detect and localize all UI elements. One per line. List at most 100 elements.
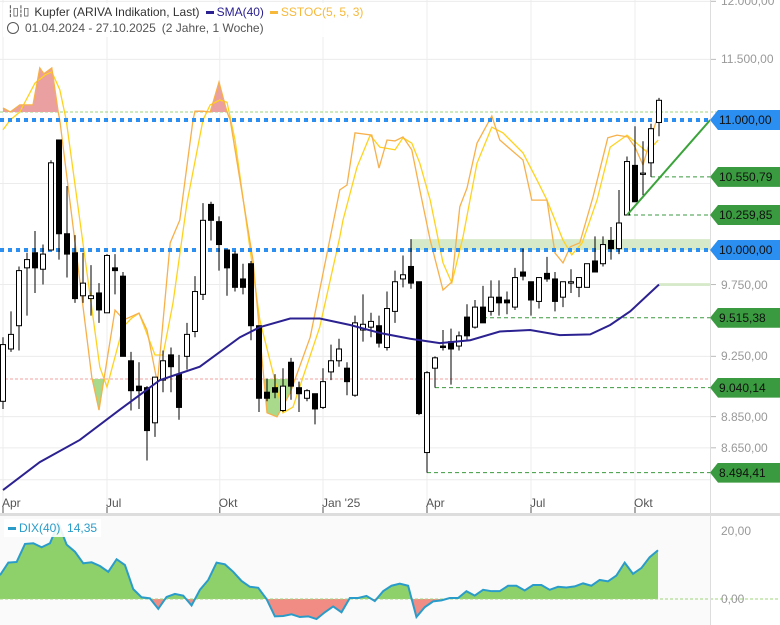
dix-value: 14,35 [67, 521, 98, 535]
candle-down [592, 260, 598, 273]
candle-up [432, 357, 438, 369]
trendline [626, 119, 711, 216]
y-tick-label: 12.000,00 [721, 0, 775, 9]
sma40 [2, 283, 660, 491]
price-tag[interactable]: 11.000,00 [710, 109, 780, 130]
candle-down [120, 275, 126, 357]
candle-down [504, 299, 510, 304]
candle-up [568, 281, 574, 284]
candle-up [368, 320, 374, 328]
candle-up [560, 281, 566, 298]
dix-line [0, 520, 659, 621]
candle-up [320, 381, 326, 408]
candle-down [416, 281, 422, 415]
candle-down [208, 203, 214, 221]
candle-up [616, 222, 622, 250]
y-tick-label: 8.850,00 [721, 409, 768, 424]
candle-down [56, 139, 62, 235]
candle-up [88, 295, 94, 300]
candle-up [400, 274, 406, 280]
candle-up [648, 128, 654, 164]
candle-down [440, 345, 446, 349]
dix-positive-fill [0, 523, 658, 599]
candle-up [24, 259, 30, 269]
candle-down [256, 325, 262, 399]
candle-down [224, 249, 230, 269]
candle-down [496, 296, 502, 304]
candles [0, 97, 662, 473]
sstoc-slow-line [2, 71, 659, 414]
candle-up [600, 244, 606, 265]
sstoc-indicator [2, 66, 659, 418]
candle-down [144, 387, 150, 432]
candle-up [384, 308, 390, 349]
candle-down [64, 233, 70, 255]
y-tick-label: 11.500,00 [721, 52, 774, 67]
candle-up [16, 270, 22, 327]
candle-down [480, 306, 486, 324]
candle-up [512, 277, 518, 308]
panel-separator[interactable] [0, 513, 780, 516]
candle-up [8, 333, 14, 350]
x-tick-label: Okt [218, 496, 238, 510]
x-tick-label: Apr [426, 496, 445, 510]
candle-down [168, 354, 174, 368]
x-tick-label: Apr [2, 496, 21, 510]
candle-down [528, 281, 534, 301]
dix-tick-label: 20,00 [721, 524, 752, 538]
legend-sstoc-label: SSTOC(5, 5, 3) [280, 5, 364, 19]
candle-down [72, 252, 78, 300]
candle-up [200, 219, 206, 295]
candle-down [632, 164, 638, 203]
legend-sma[interactable]: SMA(40) [205, 4, 264, 20]
price-tag[interactable]: 9.515,38 [710, 307, 780, 328]
candle-down [344, 367, 350, 383]
candle-down [296, 387, 302, 395]
candle-down [264, 391, 270, 399]
duration: (2 Jahre, 1 Woche) [161, 21, 264, 35]
trendline [626, 119, 711, 216]
candle-down [248, 263, 254, 327]
legend-sstoc[interactable]: SSTOC(5, 5, 3) [269, 4, 364, 20]
candle-down [136, 385, 142, 392]
price-tag[interactable]: 9.040,14 [710, 377, 780, 398]
support-zone [411, 239, 710, 250]
price-tag[interactable]: 8.494,41 [710, 462, 780, 483]
legend-sma-label: SMA(40) [216, 5, 264, 19]
support-zones [411, 239, 710, 286]
candle-up [328, 360, 334, 373]
candle-up [640, 172, 646, 175]
candle-up [184, 333, 190, 357]
x-tick-label: Jul [530, 496, 546, 510]
candle-up [152, 376, 158, 424]
price-tag[interactable]: 10.259,85 [710, 205, 780, 225]
candle-down [312, 393, 318, 410]
candle-up [192, 291, 198, 332]
x-tick-label: Okt [634, 496, 653, 510]
dix-tick-label: 0,00 [721, 592, 745, 606]
dix-panel [0, 520, 780, 621]
candle-down [552, 278, 558, 302]
candle-down [240, 278, 246, 288]
candle-up [488, 296, 494, 312]
candle-up [280, 385, 286, 411]
price-tag[interactable]: 10.000,00 [710, 240, 780, 260]
candle-up [48, 162, 54, 251]
y-tick-label: 9.250,00 [721, 349, 768, 364]
candlestick-icon: ┆▯┆▯ [7, 6, 29, 18]
candle-up [40, 253, 46, 270]
candle-up [392, 281, 398, 312]
x-tick-label: Jul [106, 496, 122, 510]
candle-up [336, 348, 342, 362]
candle-down [288, 361, 294, 387]
candle-up [472, 306, 478, 328]
price-tag[interactable]: 10.550,79 [710, 166, 780, 187]
candle-up [304, 390, 310, 399]
dix-legend[interactable]: DIX(40) 14,35 [4, 519, 102, 537]
candle-down [544, 272, 550, 280]
x-tick-label: Jan '25 [322, 496, 361, 510]
y-tick-label: 9.750,00 [721, 277, 768, 292]
candle-up [424, 372, 430, 454]
candle-up [536, 277, 542, 302]
